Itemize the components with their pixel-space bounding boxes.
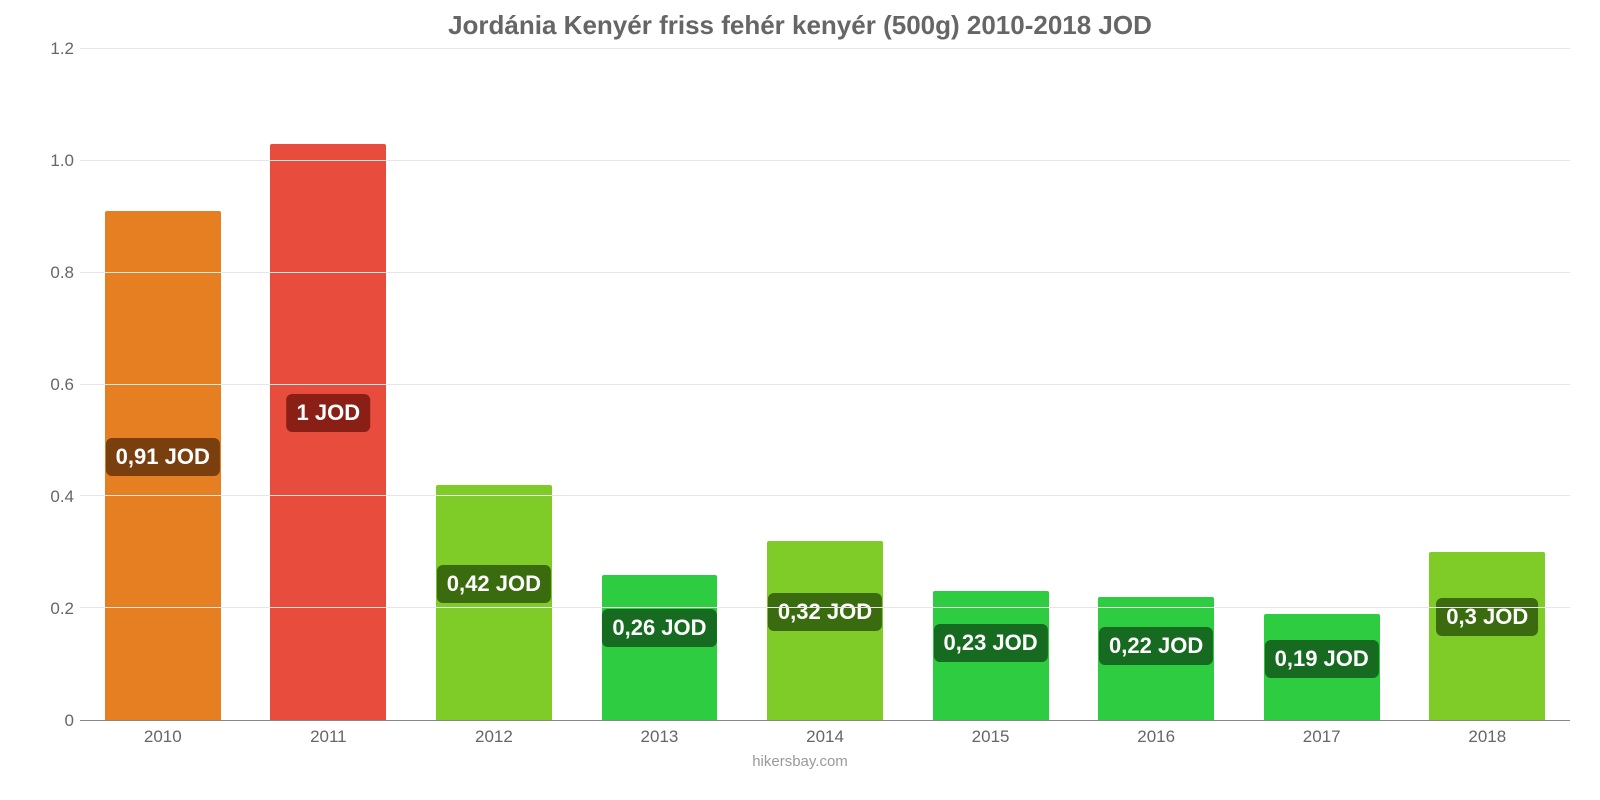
gridline — [80, 48, 1570, 49]
x-axis: 201020112012201320142015201620172018 — [80, 721, 1570, 749]
credit-text: hikersbay.com — [30, 749, 1570, 770]
x-tick-label: 2012 — [411, 721, 577, 749]
plot-row: 00.20.40.60.81.01.2 0,91 JOD1 JOD0,42 JO… — [30, 49, 1570, 721]
gridline — [80, 495, 1570, 496]
bar-value-label: 1 JOD — [287, 394, 371, 432]
bar: 1 JOD — [270, 144, 386, 720]
x-tick-label: 2010 — [80, 721, 246, 749]
y-tick-label: 0.2 — [50, 599, 74, 619]
chart-container: Jordánia Kenyér friss fehér kenyér (500g… — [0, 0, 1600, 800]
x-tick-label: 2018 — [1405, 721, 1571, 749]
bar-value-label: 0,23 JOD — [933, 624, 1047, 662]
bar: 0,19 JOD — [1264, 614, 1380, 720]
bar-slot: 0,23 JOD — [908, 49, 1074, 720]
gridline — [80, 384, 1570, 385]
bar-value-label: 0,3 JOD — [1436, 598, 1538, 636]
bar-value-label: 0,26 JOD — [602, 609, 716, 647]
bar-value-label: 0,91 JOD — [106, 438, 220, 476]
x-tick-label: 2011 — [246, 721, 412, 749]
bar: 0,23 JOD — [933, 591, 1049, 720]
bar-value-label: 0,32 JOD — [768, 593, 882, 631]
bar-slot: 0,22 JOD — [1073, 49, 1239, 720]
bar-slot: 1 JOD — [246, 49, 412, 720]
x-tick-label: 2017 — [1239, 721, 1405, 749]
bar-slot: 0,19 JOD — [1239, 49, 1405, 720]
x-tick-label: 2015 — [908, 721, 1074, 749]
x-tick-label: 2016 — [1073, 721, 1239, 749]
y-axis: 00.20.40.60.81.01.2 — [30, 49, 80, 721]
bar-slot: 0,3 JOD — [1405, 49, 1571, 720]
bar: 0,22 JOD — [1098, 597, 1214, 720]
bar: 0,3 JOD — [1429, 552, 1545, 720]
bar-value-label: 0,19 JOD — [1265, 640, 1379, 678]
y-tick-label: 0.8 — [50, 263, 74, 283]
y-tick-label: 0.4 — [50, 487, 74, 507]
bar: 0,32 JOD — [767, 541, 883, 720]
bar-value-label: 0,22 JOD — [1099, 627, 1213, 665]
bar-slot: 0,91 JOD — [80, 49, 246, 720]
y-tick-label: 1.2 — [50, 39, 74, 59]
bar: 0,26 JOD — [602, 575, 718, 720]
y-tick-label: 0 — [65, 711, 74, 731]
x-tick-label: 2014 — [742, 721, 908, 749]
bar-slot: 0,42 JOD — [411, 49, 577, 720]
bar-slot: 0,32 JOD — [742, 49, 908, 720]
bar-value-label: 0,42 JOD — [437, 565, 551, 603]
plot-grid: 0,91 JOD 1 JOD 0,42 JOD 0,26 JOD 0,32 JOD 0,2… — [80, 49, 1570, 721]
chart-title: Jordánia Kenyér friss fehér kenyér (500g… — [30, 10, 1570, 49]
gridline — [80, 272, 1570, 273]
bar: 0,91 JOD — [105, 211, 221, 720]
y-tick-label: 1.0 — [50, 151, 74, 171]
y-tick-label: 0.6 — [50, 375, 74, 395]
bar: 0,42 JOD — [436, 485, 552, 720]
plot-area: 00.20.40.60.81.01.2 0,91 JOD1 JOD0,42 JO… — [30, 49, 1570, 770]
bar-slot: 0,26 JOD — [577, 49, 743, 720]
gridline — [80, 160, 1570, 161]
bars-container: 0,91 JOD 1 JOD 0,42 JOD 0,26 JOD 0,32 JOD 0,2… — [80, 49, 1570, 720]
x-tick-label: 2013 — [577, 721, 743, 749]
gridline — [80, 607, 1570, 608]
